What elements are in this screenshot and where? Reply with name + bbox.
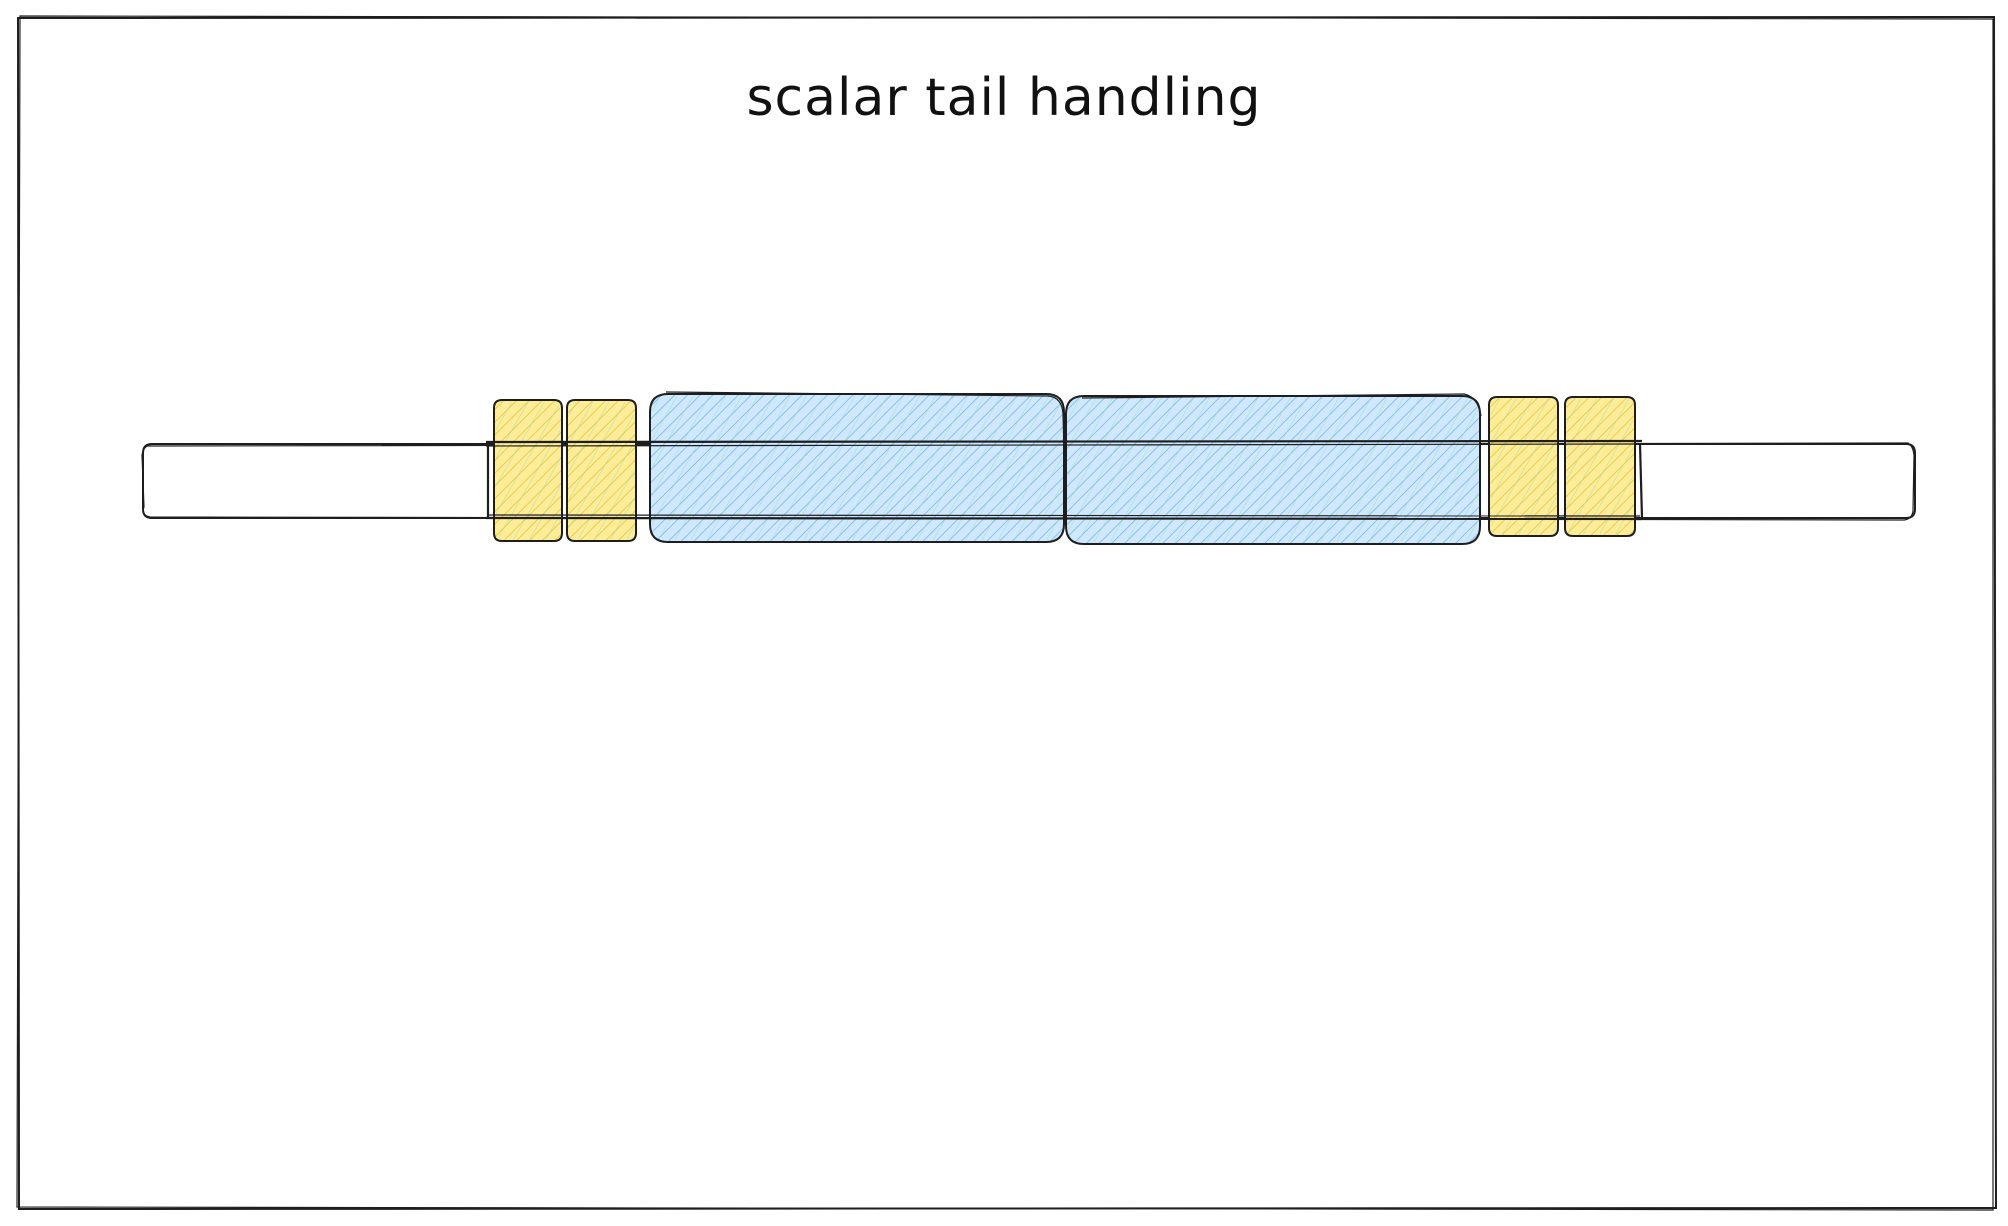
head-scalar-1	[493, 399, 563, 542]
vector-chunk-1	[649, 391, 1067, 543]
head-scalar-2	[566, 399, 637, 542]
outer-frame	[16, 15, 1998, 1211]
tail-scalar-2	[1564, 396, 1636, 537]
array-bar-edges	[485, 439, 1644, 521]
tail-scalar-1	[1488, 396, 1559, 537]
diagram-title: scalar tail handling	[746, 68, 1262, 128]
vector-chunk-2	[1065, 393, 1482, 545]
